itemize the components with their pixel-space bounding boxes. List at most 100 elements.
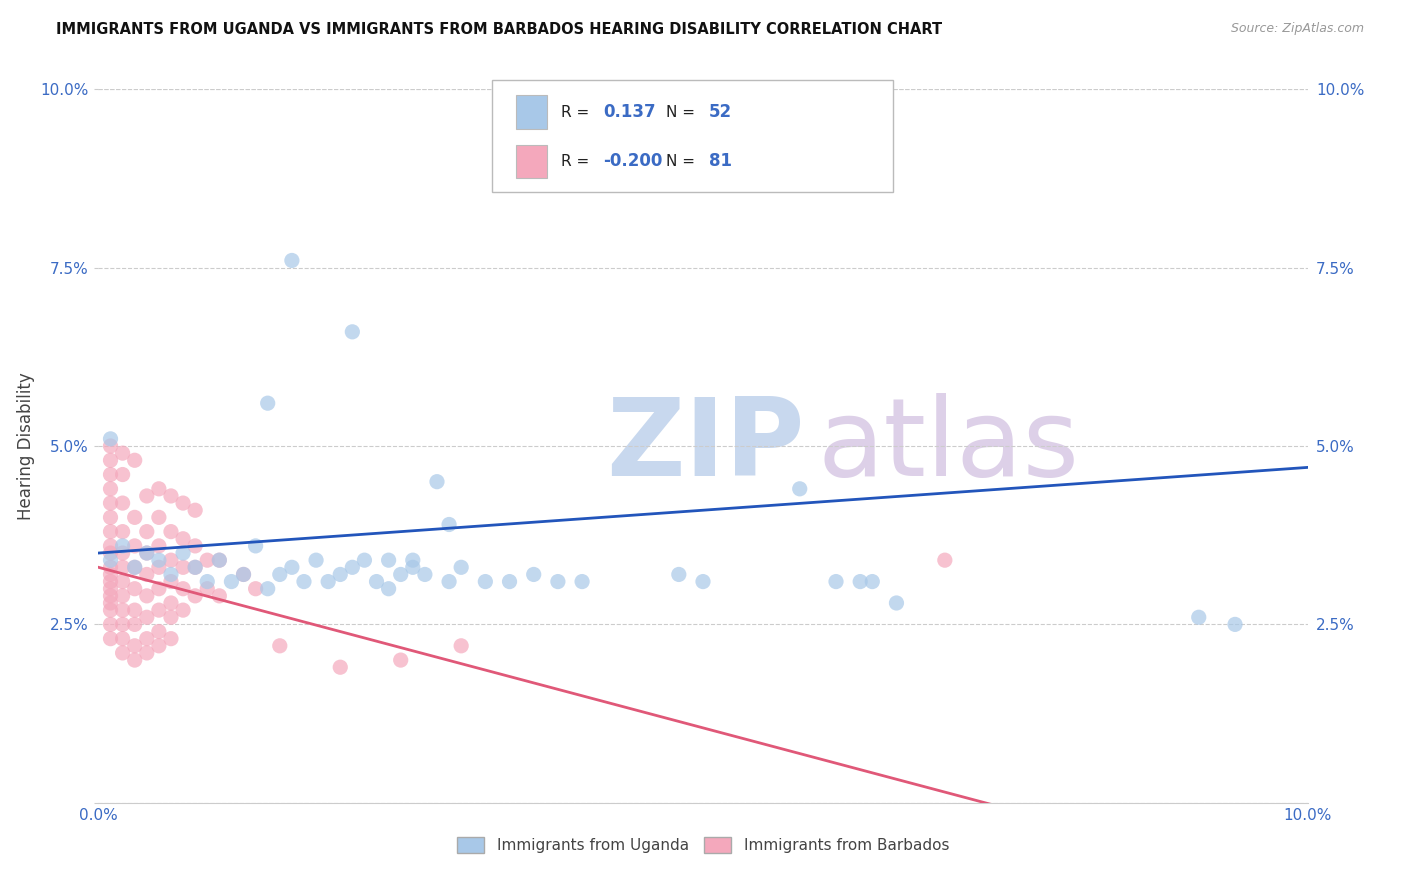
- Point: [281, 253, 304, 268]
- Point: [135, 589, 157, 603]
- Point: [413, 567, 436, 582]
- Point: [111, 589, 134, 603]
- Point: [100, 496, 122, 510]
- Point: [124, 617, 146, 632]
- Point: [111, 467, 134, 482]
- Point: [498, 574, 520, 589]
- Point: [269, 567, 291, 582]
- Point: [342, 325, 364, 339]
- Point: [135, 567, 157, 582]
- Point: [316, 574, 339, 589]
- Point: [547, 574, 569, 589]
- Point: [184, 560, 207, 574]
- Point: [100, 453, 122, 467]
- Point: [135, 489, 157, 503]
- Point: [148, 560, 170, 574]
- Point: [148, 510, 170, 524]
- Point: [437, 574, 460, 589]
- Point: [148, 539, 170, 553]
- Point: [825, 574, 848, 589]
- Text: 0.137: 0.137: [603, 103, 655, 121]
- Point: [135, 546, 157, 560]
- Point: [172, 560, 194, 574]
- Point: [111, 524, 134, 539]
- Point: [426, 475, 449, 489]
- Point: [221, 574, 243, 589]
- Point: [450, 560, 472, 574]
- Point: [292, 574, 315, 589]
- Point: [342, 560, 364, 574]
- Point: [111, 646, 134, 660]
- Point: [172, 532, 194, 546]
- Point: [329, 660, 352, 674]
- Point: [100, 617, 122, 632]
- Point: [523, 567, 546, 582]
- Point: [692, 574, 714, 589]
- Point: [100, 467, 122, 482]
- Point: [111, 496, 134, 510]
- Point: [100, 539, 122, 553]
- Point: [148, 582, 170, 596]
- Point: [160, 524, 183, 539]
- Point: [100, 482, 122, 496]
- Text: atlas: atlas: [818, 393, 1080, 499]
- Point: [160, 567, 183, 582]
- Point: [135, 646, 157, 660]
- Point: [402, 560, 425, 574]
- Point: [245, 539, 267, 553]
- Point: [172, 603, 194, 617]
- Text: N =: N =: [666, 105, 700, 120]
- Point: [353, 553, 375, 567]
- Point: [111, 574, 134, 589]
- Point: [124, 582, 146, 596]
- Point: [474, 574, 496, 589]
- Point: [208, 553, 231, 567]
- Point: [111, 546, 134, 560]
- Point: [100, 632, 122, 646]
- Text: 81: 81: [709, 153, 731, 170]
- Point: [1188, 610, 1211, 624]
- Point: [148, 482, 170, 496]
- Point: [160, 632, 183, 646]
- Point: [100, 603, 122, 617]
- Point: [256, 396, 278, 410]
- Legend: Immigrants from Uganda, Immigrants from Barbados: Immigrants from Uganda, Immigrants from …: [451, 831, 955, 859]
- Point: [269, 639, 291, 653]
- Text: Source: ZipAtlas.com: Source: ZipAtlas.com: [1230, 22, 1364, 36]
- Point: [789, 482, 811, 496]
- Point: [160, 610, 183, 624]
- Point: [100, 439, 122, 453]
- Point: [172, 582, 194, 596]
- Text: 52: 52: [709, 103, 731, 121]
- Point: [111, 446, 134, 460]
- Point: [377, 582, 399, 596]
- Point: [184, 589, 207, 603]
- Point: [195, 582, 218, 596]
- Text: N =: N =: [666, 154, 700, 169]
- Point: [305, 553, 328, 567]
- Point: [100, 582, 122, 596]
- Point: [100, 574, 122, 589]
- Point: [111, 560, 134, 574]
- Point: [111, 603, 134, 617]
- Point: [135, 632, 157, 646]
- Point: [160, 489, 183, 503]
- Point: [160, 574, 183, 589]
- Point: [1223, 617, 1246, 632]
- Point: [450, 639, 472, 653]
- Point: [148, 624, 170, 639]
- Point: [402, 553, 425, 567]
- Point: [172, 496, 194, 510]
- Text: R =: R =: [561, 105, 595, 120]
- Text: ZIP: ZIP: [606, 393, 804, 499]
- Text: R =: R =: [561, 154, 595, 169]
- Point: [100, 432, 122, 446]
- Point: [124, 653, 146, 667]
- Point: [172, 546, 194, 560]
- Point: [232, 567, 254, 582]
- Point: [111, 632, 134, 646]
- Point: [100, 567, 122, 582]
- Point: [195, 553, 218, 567]
- Point: [571, 574, 593, 589]
- Point: [934, 553, 956, 567]
